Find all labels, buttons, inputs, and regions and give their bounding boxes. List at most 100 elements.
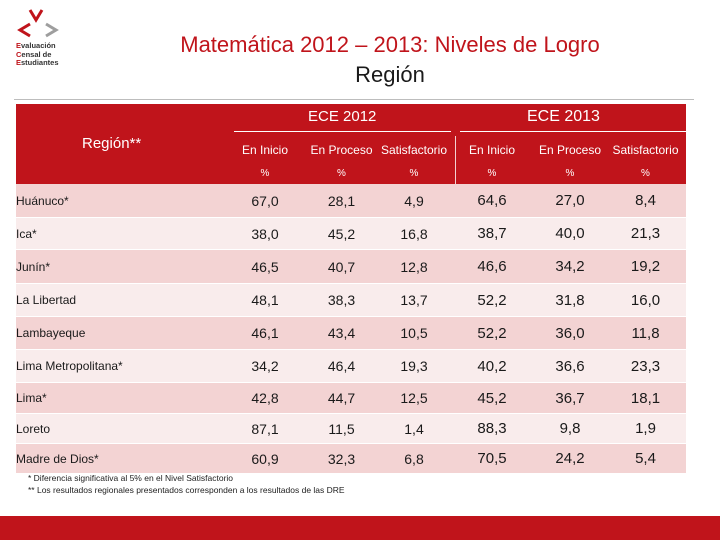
table-header [16,104,686,184]
region-column-header: Región** [82,135,142,152]
page-title: Matemática 2012 – 2013: Niveles de Logro [180,32,600,57]
table-cell: 8,4 [635,192,656,209]
table-row: Loreto 87,1 11,5 1,4 88,3 9,8 1,9 [16,414,686,444]
table-cell: 42,8 [251,390,279,406]
table-cell: 5,4 [635,450,656,467]
subheader: Satisfactorio [612,143,679,157]
table-cell: 38,7 [477,225,507,242]
region-name: Huánuco* [16,184,221,218]
table-cell: 28,1 [327,193,356,209]
table-cell: 36,0 [555,325,585,342]
table-cell: 46,6 [477,258,507,275]
table-cell: 45,2 [327,226,356,242]
table-cell: 64,6 [477,192,507,209]
table-cell: 19,2 [630,258,661,275]
table-cell: 36,6 [555,358,585,375]
table-cell: 48,1 [251,292,279,308]
table-cell: 40,7 [327,259,356,275]
table-cell: 21,3 [630,225,661,242]
table-cell: 12,8 [400,259,428,275]
table-row: Ica* 38,0 45,2 16,8 38,7 40,0 21,3 [16,218,686,250]
row-separator [16,283,686,284]
table-cell: 11,8 [631,325,660,342]
row-separator [16,382,686,383]
row-separator [16,217,686,218]
group-underline-2013 [460,131,686,132]
table-cell: 4,9 [404,193,424,209]
subheader: En Proceso [310,143,373,157]
table-cell: 46,1 [251,325,279,341]
group-separator [455,136,456,184]
table-cell: 87,1 [251,421,279,437]
table-cell: 1,4 [404,421,424,437]
row-separator [16,413,686,414]
table-cell: 70,5 [477,450,507,467]
group-header-ece-2013: ECE 2013 [527,108,600,125]
table-cell: 44,7 [327,390,356,406]
table-cell: 67,0 [251,193,279,209]
table-cell: 9,8 [559,420,581,437]
table-row: Lambayeque 46,1 43,4 10,5 52,2 36,0 11,8 [16,317,686,350]
subheader: En Inicio [241,143,289,157]
page-subtitle: Región [355,62,425,87]
table-cell: 52,2 [477,325,507,342]
footnote-regional: ** Los resultados regionales presentados… [28,485,345,495]
table-cell: 23,3 [630,358,661,375]
table-cell: 27,0 [555,192,585,209]
region-name: Lima Metropolitana* [16,350,221,383]
table-cell: 13,7 [400,292,428,308]
table-row: La Libertad 48,1 38,3 13,7 52,2 31,8 16,0 [16,284,686,317]
table-cell: 40,2 [477,358,507,375]
table-row: Huánuco* 67,0 28,1 4,9 64,6 27,0 8,4 [16,184,686,218]
row-separator [16,443,686,444]
region-name: Ica* [16,218,221,250]
title-divider [14,99,694,100]
table-cell: 38,3 [327,292,356,308]
table-cell: 34,2 [555,258,585,275]
table-cell: 60,9 [251,451,279,467]
unit-label: % [260,168,270,179]
unit-label: % [641,168,650,179]
table-cell: 31,8 [555,292,585,309]
unit-label: % [409,168,419,179]
unit-label: % [565,168,575,179]
table-cell: 10,5 [400,325,428,341]
region-name: Junín* [16,250,221,284]
table-cell: 52,2 [477,292,507,309]
table-cell: 45,2 [477,390,507,407]
table-row: Lima* 42,8 44,7 12,5 45,2 36,7 18,1 [16,383,686,414]
region-name: Lambayeque [16,317,221,350]
subheader: En Proceso [538,143,602,157]
row-separator [16,316,686,317]
table-cell: 88,3 [477,420,507,437]
table-cell: 6,8 [404,451,424,467]
group-underline-2012 [234,131,451,132]
subheader: Satisfactorio [380,143,448,157]
table-cell: 46,5 [251,259,279,275]
footer-bar [0,516,720,540]
table-row: Junín* 46,5 40,7 12,8 46,6 34,2 19,2 [16,250,686,284]
table-cell: 12,5 [400,390,428,406]
table-cell: 11,5 [328,421,355,437]
logo-wordmark: Evaluación Censal de Estudiantes [16,41,59,68]
row-separator [16,349,686,350]
region-name: Lima* [16,383,221,414]
table-cell: 38,0 [251,226,279,242]
table-cell: 46,4 [327,358,356,374]
footnote-significance: * Diferencia significativa al 5% en el N… [28,473,234,483]
table-row: Madre de Dios* 60,9 32,3 6,8 70,5 24,2 5,4 [16,444,686,474]
table-cell: 18,1 [630,390,661,407]
table-cell: 40,0 [555,225,585,242]
unit-label: % [337,168,346,179]
table-row: Lima Metropolitana* 34,2 46,4 19,3 40,2 36,6 2… [16,350,686,383]
table-cell: 1,9 [635,420,656,437]
row-separator [16,473,686,474]
table-cell: 24,2 [555,450,585,467]
table-cell: 16,0 [630,292,661,309]
group-header-ece-2012: ECE 2012 [308,108,377,125]
unit-label: % [487,168,497,179]
row-separator [16,249,686,250]
table-cell: 16,8 [400,226,428,242]
table-cell: 32,3 [327,451,356,467]
logo: Evaluación Censal de Estudiantes [8,6,98,76]
